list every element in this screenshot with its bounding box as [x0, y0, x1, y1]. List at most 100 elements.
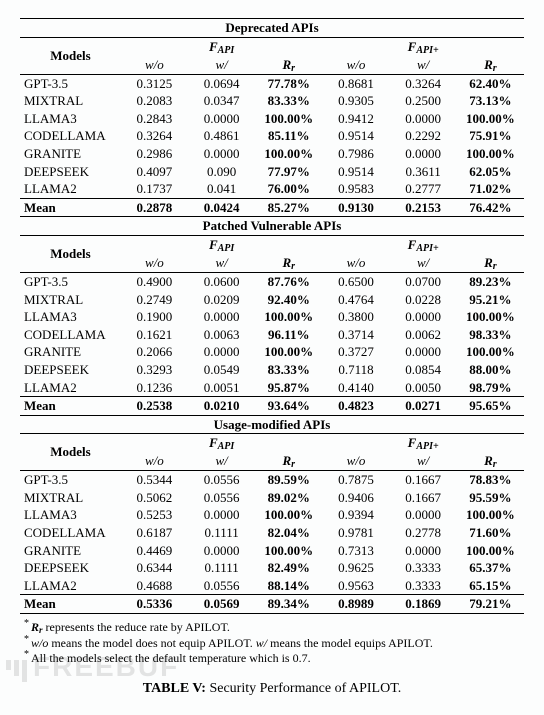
cell-rr: 100.00% [255, 542, 322, 560]
cell-rr: 62.05% [457, 163, 524, 181]
cell: 0.2777 [390, 180, 457, 198]
cell-rr: 100.00% [457, 110, 524, 128]
cell: 0.0210 [188, 397, 255, 416]
cell: 0.9514 [322, 127, 389, 145]
model-name: GPT-3.5 [20, 471, 121, 489]
cell-rr: 95.65% [457, 397, 524, 416]
table-caption: TABLE V: Security Performance of APILOT. [20, 681, 524, 697]
cell-rr: 93.64% [255, 397, 322, 416]
cell-rr: 71.60% [457, 524, 524, 542]
cell: 0.0854 [390, 361, 457, 379]
cell: 0.7313 [322, 542, 389, 560]
footnote-line: *w/o means the model does not equip APIL… [24, 636, 520, 652]
cell: 0.1236 [121, 379, 188, 397]
model-name: GRANITE [20, 542, 121, 560]
cell-rr: 100.00% [255, 506, 322, 524]
cell: 0.4823 [322, 397, 389, 416]
model-name: CODELLAMA [20, 524, 121, 542]
cell: 0.0209 [188, 291, 255, 309]
cell: 0.4861 [188, 127, 255, 145]
cell: 0.4764 [322, 291, 389, 309]
cell: 0.0228 [390, 291, 457, 309]
cell-rr: 78.83% [457, 471, 524, 489]
cell: 0.9130 [322, 198, 389, 217]
cell: 0.9781 [322, 524, 389, 542]
footnote-text: w/o means the model does not equip APILO… [31, 636, 433, 652]
col-w: w/ [390, 452, 457, 471]
cell: 0.9625 [322, 559, 389, 577]
cell: 0.2878 [121, 198, 188, 217]
cell-rr: 75.91% [457, 127, 524, 145]
footnote-star: * [24, 633, 29, 649]
cell-rr: 100.00% [255, 110, 322, 128]
cell: 0.0569 [188, 595, 255, 614]
col-rr: Rr [457, 254, 524, 273]
col-w: w/ [188, 254, 255, 273]
cell: 0.0000 [390, 542, 457, 560]
cell-rr: 100.00% [457, 308, 524, 326]
model-name: DEEPSEEK [20, 361, 121, 379]
cell-rr: 87.76% [255, 272, 322, 290]
col-rr: Rr [255, 452, 322, 471]
cell-rr: 85.11% [255, 127, 322, 145]
cell-rr: 100.00% [255, 308, 322, 326]
cell: 0.7118 [322, 361, 389, 379]
cell-rr: 95.87% [255, 379, 322, 397]
model-name: Mean [20, 595, 121, 614]
cell-rr: 89.23% [457, 272, 524, 290]
watermark: FREEBUF [6, 651, 179, 683]
col-rr: Rr [255, 254, 322, 273]
cell-rr: 98.79% [457, 379, 524, 397]
cell: 0.0062 [390, 326, 457, 344]
cell: 0.0000 [390, 145, 457, 163]
cell: 0.3333 [390, 577, 457, 595]
cell: 0.3333 [390, 559, 457, 577]
cell: 0.3611 [390, 163, 457, 181]
cell: 0.0556 [188, 489, 255, 507]
model-name: MIXTRAL [20, 489, 121, 507]
cell: 0.0000 [390, 110, 457, 128]
cell-rr: 76.42% [457, 198, 524, 217]
caption-label: TABLE V: [143, 681, 206, 696]
cell-rr: 100.00% [457, 145, 524, 163]
cell-rr: 85.27% [255, 198, 322, 217]
cell: 0.2083 [121, 92, 188, 110]
cell-rr: 98.33% [457, 326, 524, 344]
cell: 0.2066 [121, 343, 188, 361]
col-models: Models [20, 235, 121, 272]
cell: 0.0000 [188, 506, 255, 524]
cell: 0.3293 [121, 361, 188, 379]
cell: 0.0700 [390, 272, 457, 290]
model-name: GRANITE [20, 343, 121, 361]
col-rr: Rr [457, 56, 524, 75]
cell: 0.0063 [188, 326, 255, 344]
cell-rr: 100.00% [457, 506, 524, 524]
cell: 0.4469 [121, 542, 188, 560]
cell: 0.2538 [121, 397, 188, 416]
cell-rr: 96.11% [255, 326, 322, 344]
col-fapi-plus: FAPI+ [322, 235, 524, 254]
col-rr: Rr [457, 452, 524, 471]
cell: 0.1900 [121, 308, 188, 326]
col-fapi: FAPI [121, 235, 323, 254]
cell-rr: 71.02% [457, 180, 524, 198]
cell: 0.9514 [322, 163, 389, 181]
caption-text: Security Performance of APILOT. [206, 681, 401, 696]
model-name: LLAMA3 [20, 308, 121, 326]
cell-rr: 79.21% [457, 595, 524, 614]
cell-rr: 88.14% [255, 577, 322, 595]
col-wo: w/o [121, 254, 188, 273]
cell: 0.9412 [322, 110, 389, 128]
col-wo: w/o [121, 56, 188, 75]
footnote-star: * [24, 617, 29, 633]
col-w: w/ [188, 452, 255, 471]
model-name: GPT-3.5 [20, 272, 121, 290]
section-title: Deprecated APIs [20, 19, 524, 38]
cell: 0.5062 [121, 489, 188, 507]
cell: 0.0556 [188, 471, 255, 489]
cell-rr: 100.00% [457, 343, 524, 361]
col-w: w/ [188, 56, 255, 75]
cell: 0.0600 [188, 272, 255, 290]
col-fapi: FAPI [121, 434, 323, 453]
cell: 0.7986 [322, 145, 389, 163]
